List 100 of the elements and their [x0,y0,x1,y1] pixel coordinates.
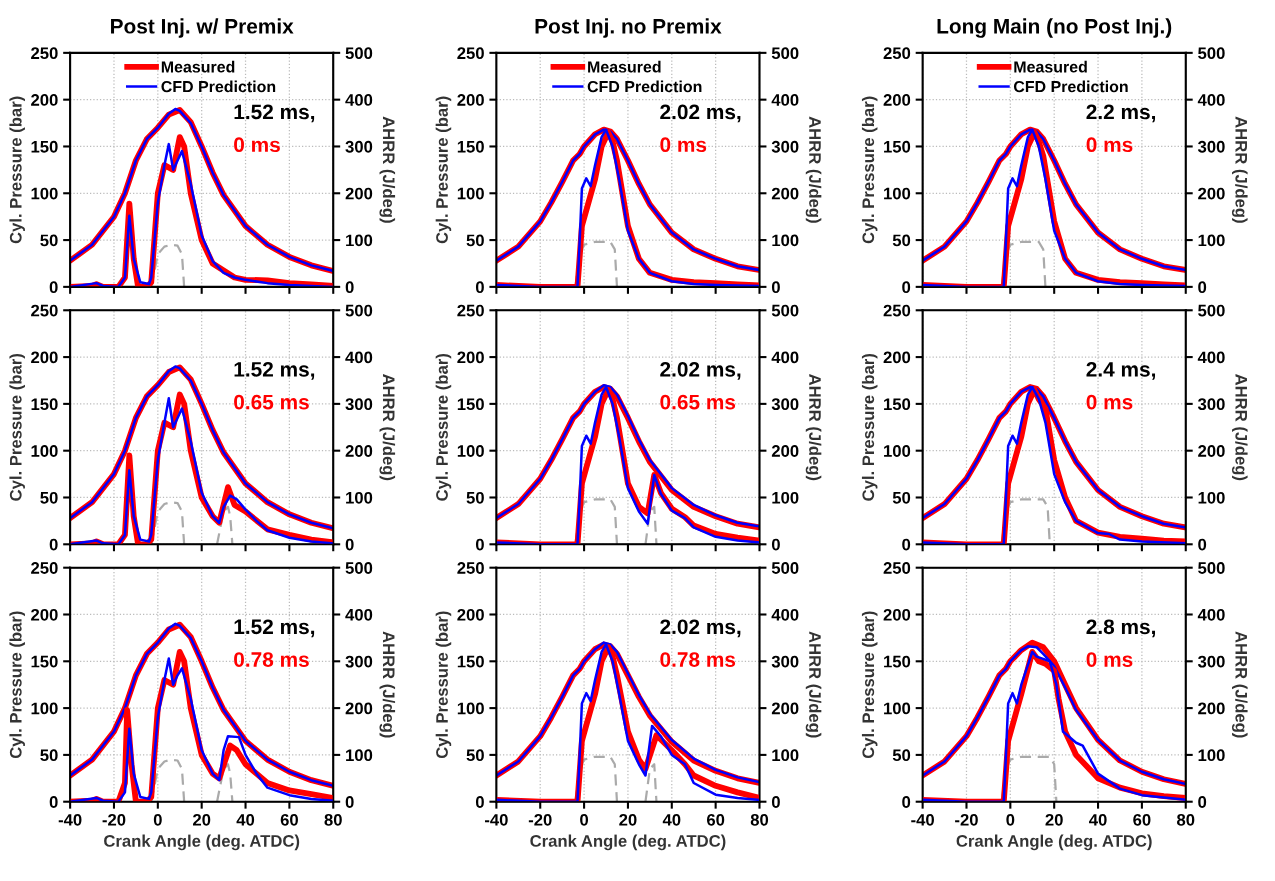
y2-tick-label: 300 [771,140,799,153]
legend-label: Measured [161,60,235,73]
y-tick-label: 50 [892,749,911,762]
y-tick-label: 50 [40,491,58,504]
y-axis-title: Cyl. Pressure (bar) [9,354,25,501]
y2-tick-label: 100 [346,234,373,247]
x-tick-label: 0 [153,813,162,826]
y2-tick-label: 0 [345,796,354,808]
x-axis-title: Crank Angle (deg. ATDC) [956,834,1152,851]
y-tick-label: 150 [457,140,484,153]
x-tick-label: 60 [280,813,298,826]
y-tick-label: 100 [884,187,911,200]
y2-tick-label: 100 [346,749,373,762]
y2-tick-label: 500 [345,304,373,317]
y-tick-label: 250 [457,304,484,317]
legend-label: CFD Prediction [587,80,702,93]
y-tick-label: 150 [884,655,911,668]
y2-tick-label: 200 [345,187,373,200]
y-tick-label: 150 [31,140,58,153]
y2-tick-label: 0 [345,538,354,551]
y-tick-label: 200 [31,608,58,621]
y2-tick-label: 100 [1198,234,1225,247]
y2-tick-label: 300 [1197,140,1225,153]
y2-tick-label: 200 [345,702,373,715]
y2-tick-label: 0 [1198,796,1207,808]
y2-axis-title: AHRR (J/deg) [379,631,396,738]
y2-axis-title: AHRR (J/deg) [805,116,822,223]
y-tick-label: 0 [902,796,911,808]
y2-tick-label: 200 [771,702,799,715]
y-tick-label: 150 [457,398,484,411]
x-tick-label: 60 [1133,813,1151,826]
annotation: 0 ms [1086,137,1133,153]
y2-tick-label: 100 [1198,749,1225,762]
y-axis-title: Cyl. Pressure (bar) [435,611,452,759]
y2-tick-label: 400 [1197,94,1225,106]
y2-tick-label: 200 [1198,702,1225,715]
y-tick-label: 250 [31,47,58,60]
x-tick-label: 20 [619,813,637,826]
y2-tick-label: 200 [771,187,799,200]
x-tick-label: 80 [324,813,342,826]
y-tick-label: 50 [40,234,58,247]
legend-label: CFD Prediction [1013,80,1128,93]
x-tick-label: 40 [1089,813,1107,826]
y-tick-label: 150 [884,398,911,411]
annotation: 0.65 ms [234,394,309,410]
y-axis-title: Cyl. Pressure (bar) [861,611,878,759]
y2-tick-label: 300 [345,398,373,411]
y2-tick-label: 200 [345,445,373,457]
x-tick-label: -40 [484,813,508,826]
chart-title: Post Inj. w/ Premix [111,18,294,38]
x-tick-label: 80 [1177,813,1195,826]
y2-tick-label: 0 [345,281,354,294]
y2-tick-label: 400 [345,608,373,621]
y-tick-label: 200 [883,94,911,106]
y2-tick-label: 400 [1197,351,1225,364]
y-tick-label: 200 [883,608,911,621]
x-tick-label: 0 [1006,813,1015,826]
legend-label: CFD Prediction [161,80,276,93]
y2-tick-label: 500 [345,562,373,574]
y2-tick-label: 200 [1198,445,1225,457]
y-tick-label: 100 [884,702,911,715]
y-tick-label: 250 [883,47,911,60]
y2-tick-label: 300 [1197,655,1225,668]
y-tick-label: 100 [457,702,484,715]
y-tick-label: 250 [31,562,58,574]
y-tick-label: 250 [883,562,911,574]
y2-tick-label: 500 [1198,304,1225,317]
y2-axis-title: AHRR (J/deg) [1231,631,1248,738]
y2-tick-label: 300 [1197,398,1225,411]
y-tick-label: 50 [466,234,484,247]
y2-tick-label: 300 [345,140,373,153]
y2-tick-label: 100 [346,491,373,504]
y2-tick-label: 300 [771,398,799,411]
annotation: 2.02 ms, [660,619,741,638]
annotation: 0.78 ms [234,652,309,667]
y2-tick-label: 0 [1198,281,1207,294]
x-tick-label: -40 [58,813,82,826]
y2-tick-label: 400 [345,351,373,364]
y2-tick-label: 100 [1198,491,1225,504]
chart-title: Post Inj. no Premix [535,18,722,38]
y-tick-label: 100 [31,702,58,715]
y2-axis-title: AHRR (J/deg) [805,631,822,738]
y-tick-label: 200 [31,351,58,364]
annotation: 2.4 ms, [1086,361,1156,380]
y2-tick-label: 200 [771,445,799,457]
y-tick-label: 200 [457,608,484,621]
x-tick-label: 80 [750,813,769,826]
y-tick-label: 50 [40,749,58,762]
y-tick-label: 150 [457,655,484,668]
y-tick-label: 50 [466,491,484,504]
annotation: 0 ms [660,137,707,153]
x-axis-title: Crank Angle (deg. ATDC) [530,834,726,851]
y2-tick-label: 400 [771,351,799,364]
y2-tick-label: 0 [1198,538,1207,551]
y-tick-label: 50 [892,234,911,247]
x-tick-label: 60 [706,813,725,826]
annotation: 0 ms [234,137,280,153]
x-axis-title: Crank Angle (deg. ATDC) [104,834,300,851]
annotation: 1.52 ms, [234,361,315,380]
y2-tick-label: 0 [771,538,780,551]
